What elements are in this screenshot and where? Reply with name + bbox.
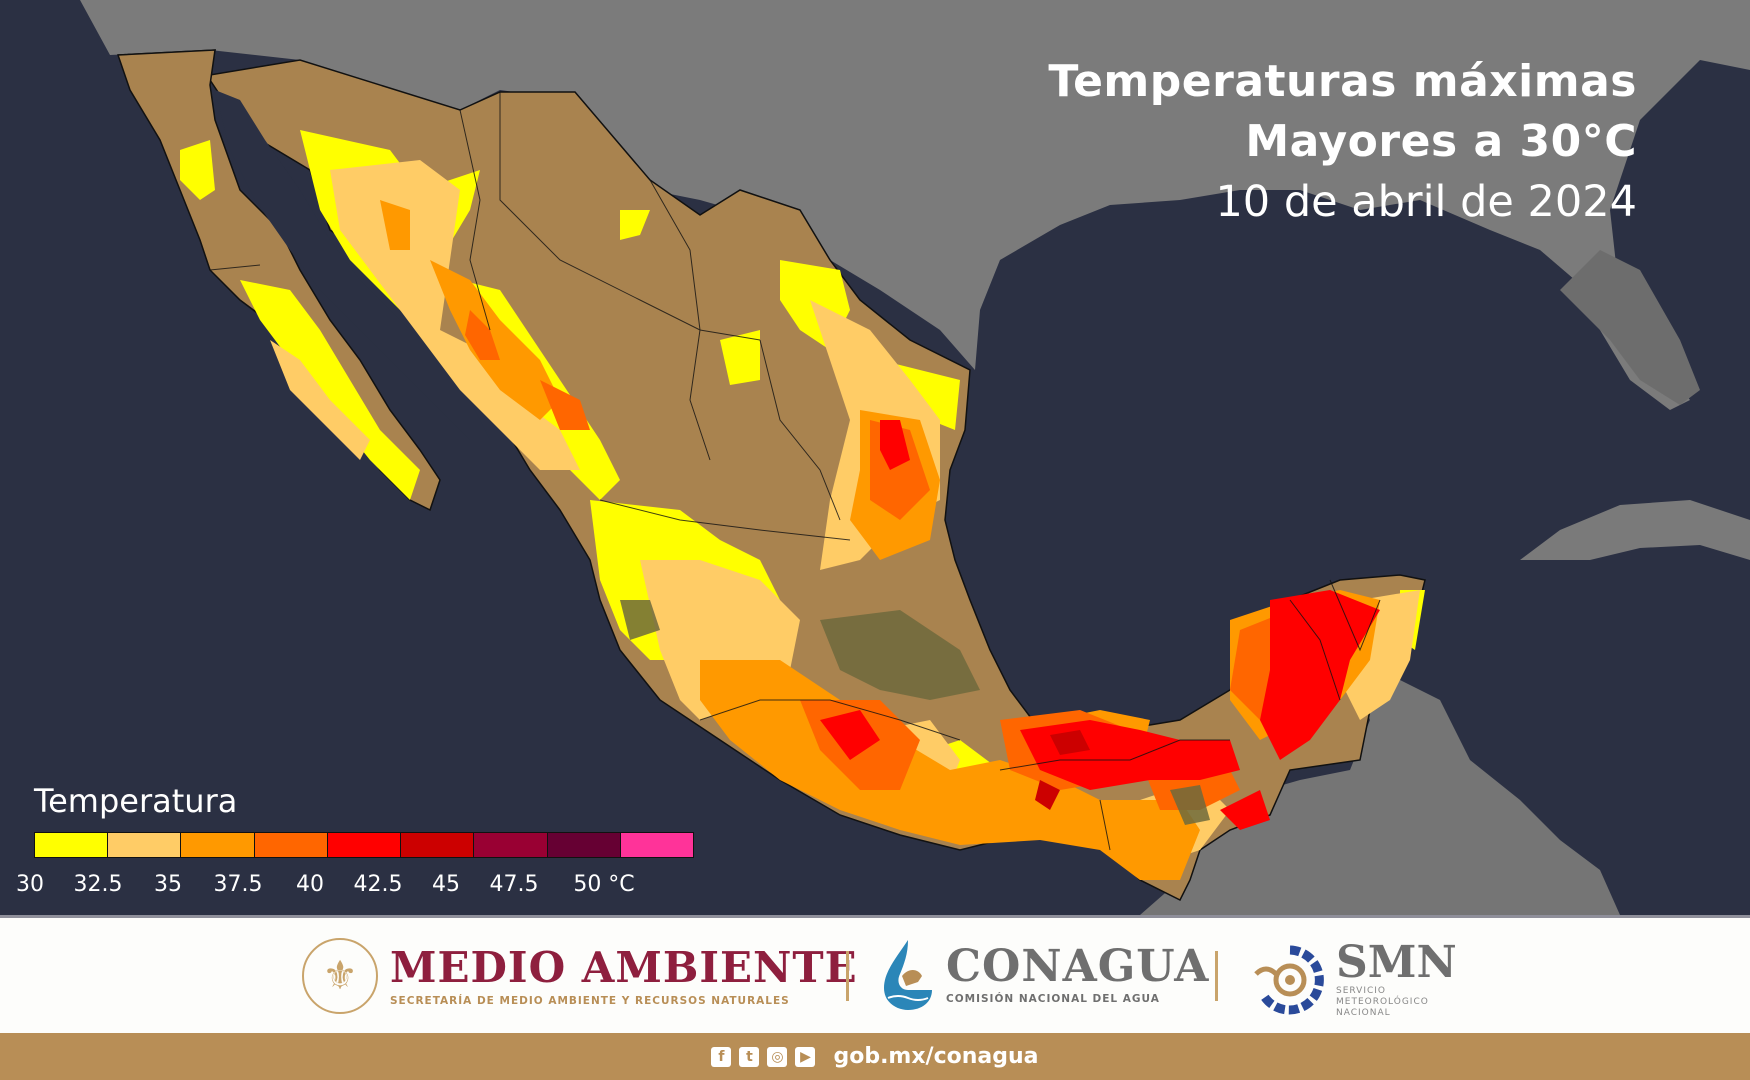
legend-swatch-30 <box>35 833 109 857</box>
legend-swatch-42-5 <box>401 833 475 857</box>
map-svg <box>80 0 1750 915</box>
legend-tick: 47.5 <box>489 872 539 897</box>
gulf-of-california <box>215 90 490 440</box>
legend-ticks: 30 32.5 35 37.5 40 42.5 45 47.5 50 °C <box>16 872 694 902</box>
conagua-name: CONAGUA <box>946 941 1210 992</box>
conagua-drop-icon <box>884 940 932 1010</box>
legend-swatch-32-5 <box>108 833 182 857</box>
instagram-icon[interactable]: ◎ <box>767 1046 788 1067</box>
legend-tick: 42.5 <box>353 872 403 897</box>
footer-logos: ⚜ MEDIO AMBIENTE SECRETARÍA DE MEDIO AMB… <box>0 915 1750 1033</box>
legend-swatch-50 <box>620 833 693 857</box>
smn-logo: SMN SERVICIO METEOROLÓGICO NACIONAL <box>1252 940 1457 1019</box>
usa-land <box>80 0 1750 410</box>
smn-spiral-icon <box>1254 945 1324 1014</box>
legend-colorbar <box>34 832 694 858</box>
below-threshold-zones <box>620 600 1210 825</box>
medio-ambiente-subtitle: SECRETARÍA DE MEDIO AMBIENTE Y RECURSOS … <box>390 995 790 1007</box>
legend-tick: 30 <box>16 872 44 897</box>
legend: Temperatura 30 32.5 35 37.5 40 42.5 45 4… <box>16 782 694 902</box>
twitter-icon[interactable]: t <box>739 1046 760 1067</box>
legend-tick: 40 <box>296 872 324 897</box>
title-threshold: Mayores a 30°C <box>1245 116 1637 167</box>
youtube-icon[interactable]: ▶ <box>795 1046 816 1067</box>
social-icons: f t ◎ ▶ <box>711 1046 816 1067</box>
smn-subtitle-2: METEOROLÓGICO <box>1336 997 1429 1007</box>
legend-swatch-35 <box>181 833 255 857</box>
conagua-subtitle: COMISIÓN NACIONAL DEL AGUA <box>946 993 1160 1005</box>
medio-ambiente-name: MEDIO AMBIENTE <box>390 943 858 992</box>
florida <box>1560 250 1700 405</box>
title-date: 10 de abril de 2024 <box>1215 177 1637 227</box>
legend-swatch-47-5 <box>547 833 621 857</box>
cuba <box>1520 500 1750 560</box>
temp-zone-42-5 <box>1035 730 1090 810</box>
title-block: Temperaturas máximas Mayores a 30°C 10 d… <box>1048 52 1637 232</box>
medio-ambiente-logo: ⚜ MEDIO AMBIENTE SECRETARÍA DE MEDIO AMB… <box>302 938 858 1014</box>
conagua-logo: CONAGUA COMISIÓN NACIONAL DEL AGUA <box>878 936 1209 1012</box>
national-seal-icon: ⚜ <box>302 938 378 1014</box>
smn-subtitle-1: SERVICIO <box>1336 986 1386 996</box>
legend-tick: 37.5 <box>213 872 263 897</box>
legend-tick: 45 <box>432 872 460 897</box>
legend-swatch-45 <box>474 833 548 857</box>
smn-name: SMN <box>1336 937 1457 988</box>
website-link[interactable]: gob.mx/conagua <box>833 1044 1039 1069</box>
social-bar: f t ◎ ▶ gob.mx/conagua <box>0 1033 1750 1080</box>
legend-title: Temperatura <box>34 782 238 820</box>
smn-subtitle-3: NACIONAL <box>1336 1008 1391 1018</box>
logo-divider <box>1215 951 1218 1001</box>
central-america <box>1140 680 1620 915</box>
legend-tick-unit: 50 °C <box>573 872 635 897</box>
legend-tick: 35 <box>154 872 182 897</box>
title-main: Temperaturas máximas <box>1048 56 1637 107</box>
temperature-map: Temperaturas máximas Mayores a 30°C 10 d… <box>16 0 1750 915</box>
legend-swatch-40 <box>327 833 402 857</box>
logo-divider <box>846 951 849 1001</box>
facebook-icon[interactable]: f <box>711 1046 732 1067</box>
legend-swatch-37-5 <box>254 833 328 857</box>
legend-tick: 32.5 <box>73 872 123 897</box>
state-borders <box>209 92 1381 851</box>
